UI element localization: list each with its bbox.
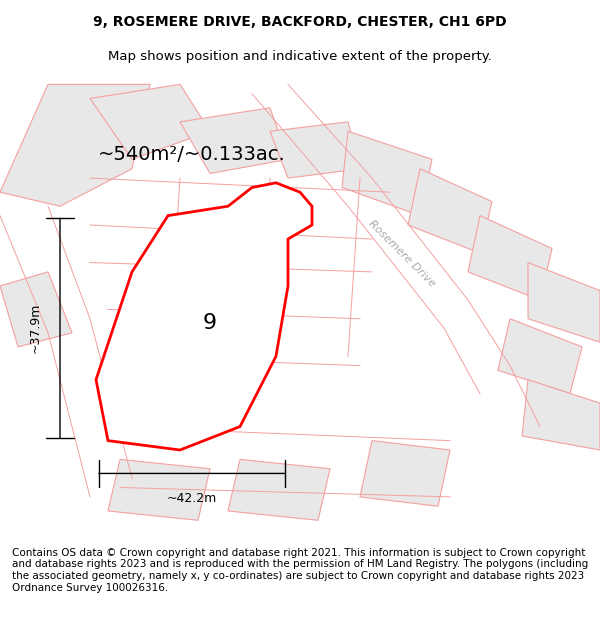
Text: ~540m²/~0.133ac.: ~540m²/~0.133ac. [98,145,286,164]
Polygon shape [0,84,150,206]
Text: 9: 9 [203,314,217,334]
Polygon shape [498,319,582,394]
Polygon shape [468,216,552,300]
Text: 9, ROSEMERE DRIVE, BACKFORD, CHESTER, CH1 6PD: 9, ROSEMERE DRIVE, BACKFORD, CHESTER, CH… [93,16,507,29]
Polygon shape [0,272,72,347]
Polygon shape [342,131,432,216]
Polygon shape [96,182,312,450]
Polygon shape [270,122,360,178]
Text: ~42.2m: ~42.2m [167,492,217,505]
Text: ~37.9m: ~37.9m [29,303,42,353]
Polygon shape [528,262,600,343]
Text: Contains OS data © Crown copyright and database right 2021. This information is : Contains OS data © Crown copyright and d… [12,548,588,592]
Polygon shape [90,84,210,159]
Polygon shape [408,169,492,253]
Polygon shape [108,459,210,520]
Polygon shape [522,379,600,450]
Polygon shape [360,441,450,506]
Text: Map shows position and indicative extent of the property.: Map shows position and indicative extent… [108,50,492,62]
Polygon shape [180,107,288,173]
Text: Rosemere Drive: Rosemere Drive [367,218,437,288]
Polygon shape [228,459,330,520]
